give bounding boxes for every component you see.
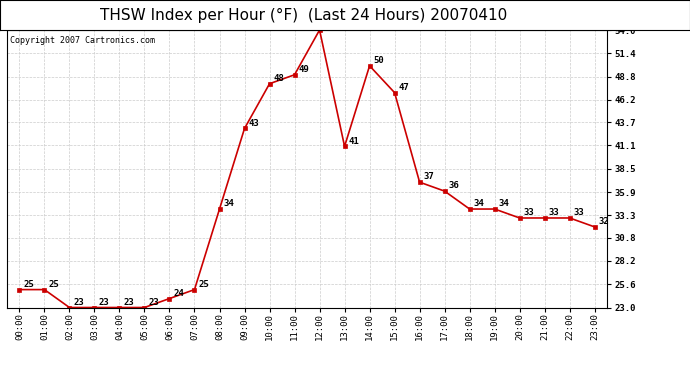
Text: 54: 54 xyxy=(324,20,335,29)
Text: 32: 32 xyxy=(599,217,609,226)
Text: 25: 25 xyxy=(48,280,59,289)
Text: 41: 41 xyxy=(348,136,359,146)
Text: 33: 33 xyxy=(574,208,584,217)
Text: 49: 49 xyxy=(299,65,309,74)
Text: 25: 25 xyxy=(23,280,34,289)
Text: 23: 23 xyxy=(124,298,135,307)
Text: 23: 23 xyxy=(148,298,159,307)
Text: 24: 24 xyxy=(174,289,184,298)
Text: 23: 23 xyxy=(74,298,84,307)
Text: 50: 50 xyxy=(374,56,384,65)
Text: Copyright 2007 Cartronics.com: Copyright 2007 Cartronics.com xyxy=(10,36,155,45)
Text: 25: 25 xyxy=(199,280,209,289)
Text: 37: 37 xyxy=(424,172,435,182)
Text: 34: 34 xyxy=(224,199,235,208)
Text: 43: 43 xyxy=(248,119,259,128)
Text: 33: 33 xyxy=(549,208,560,217)
Text: 34: 34 xyxy=(474,199,484,208)
Text: 33: 33 xyxy=(524,208,535,217)
Text: 47: 47 xyxy=(399,83,409,92)
Text: THSW Index per Hour (°F)  (Last 24 Hours) 20070410: THSW Index per Hour (°F) (Last 24 Hours)… xyxy=(100,8,507,22)
Text: 48: 48 xyxy=(274,74,284,83)
Text: 23: 23 xyxy=(99,298,109,307)
Text: 36: 36 xyxy=(448,182,460,190)
Text: 34: 34 xyxy=(499,199,509,208)
